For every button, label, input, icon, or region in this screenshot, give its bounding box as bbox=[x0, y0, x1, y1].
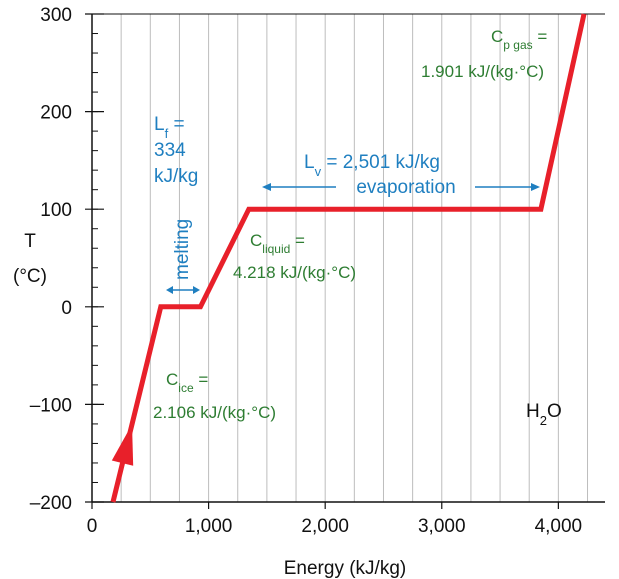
y-axis-unit: (°C) bbox=[13, 266, 47, 287]
x-tick-label: 1,000 bbox=[185, 516, 233, 537]
c-gas-label: Cp gas = bbox=[491, 27, 547, 52]
c-ice-value: 2.106 kJ/(kg·°C) bbox=[153, 403, 276, 422]
x-axis-title: Energy (kJ/kg) bbox=[284, 558, 406, 579]
x-tick-label: 4,000 bbox=[535, 516, 583, 537]
c-liquid-value: 4.218 kJ/(kg·°C) bbox=[233, 263, 356, 282]
latent-heat-fusion-label: Lf = bbox=[154, 114, 185, 141]
c-liquid-label: Cliquid = bbox=[250, 231, 305, 256]
heating-curve-line bbox=[110, 13, 587, 503]
latent-heat-vaporization-label: Lv = 2,501 kJ/kg bbox=[304, 152, 440, 179]
melting-range-arrow bbox=[166, 286, 200, 294]
c-gas-value: 1.901 kJ/(kg·°C) bbox=[421, 62, 544, 81]
x-tick-label: 0 bbox=[87, 516, 98, 537]
evaporation-label: evaporation bbox=[356, 177, 455, 198]
tick-label-layer: 0 1,000 2,000 3,000 4,000 –200 –100 0 100 200 300 bbox=[30, 5, 582, 537]
y-tick-label: 200 bbox=[40, 103, 72, 124]
y-tick-label: 100 bbox=[40, 200, 72, 221]
x-tick-label: 3,000 bbox=[418, 516, 466, 537]
y-tick-label: 300 bbox=[40, 5, 72, 26]
latent-heat-fusion-unit: kJ/kg bbox=[154, 166, 198, 187]
latent-heat-fusion-value: 334 bbox=[154, 140, 186, 161]
y-tick-label: –200 bbox=[30, 493, 72, 514]
melting-label: melting bbox=[172, 219, 193, 280]
series-layer bbox=[110, 13, 587, 503]
heating-curve-arrowhead bbox=[111, 424, 134, 466]
grid-layer bbox=[120, 14, 589, 502]
y-axis-title: T bbox=[24, 231, 36, 252]
y-tick-label: 0 bbox=[61, 298, 72, 319]
y-tick-label: –100 bbox=[30, 395, 72, 416]
evaporation-range-arrow bbox=[262, 183, 540, 191]
tick-layer bbox=[85, 13, 559, 509]
x-tick-label: 2,000 bbox=[301, 516, 349, 537]
c-ice-label: Cice = bbox=[166, 370, 208, 395]
substance-label: H2O bbox=[526, 401, 562, 428]
